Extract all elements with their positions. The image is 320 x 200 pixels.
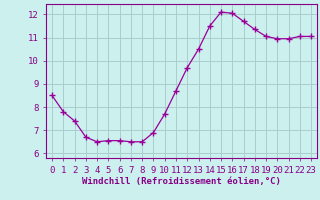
X-axis label: Windchill (Refroidissement éolien,°C): Windchill (Refroidissement éolien,°C) xyxy=(82,177,281,186)
